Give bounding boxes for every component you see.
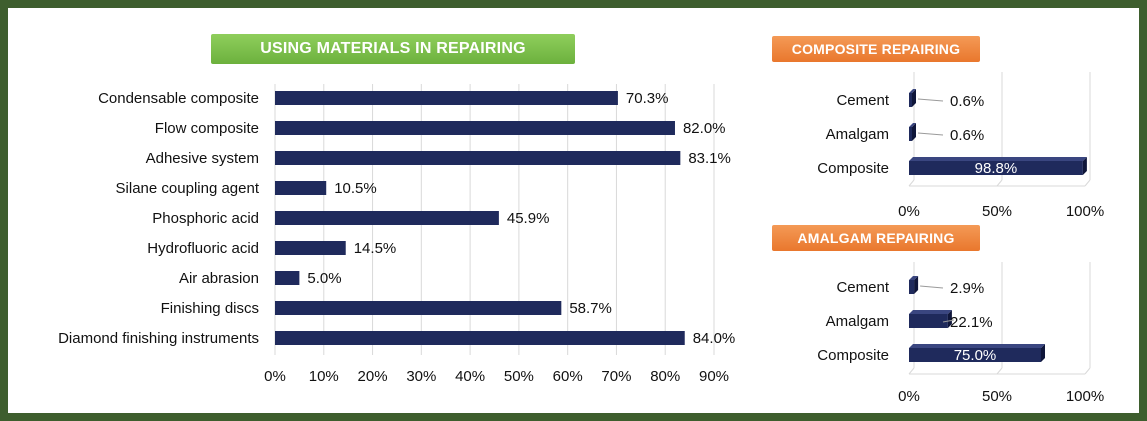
amalgam-data-label: 22.1% [950, 314, 993, 331]
amalgam-gridline-depth [996, 367, 1003, 375]
composite-bar-top [909, 123, 916, 127]
composite-category-label: Cement [836, 92, 889, 109]
main-data-label: 84.0% [693, 330, 736, 347]
amalgam-data-label: 2.9% [950, 280, 984, 297]
composite-data-label: 0.6% [950, 127, 984, 144]
main-chart-title: USING MATERIALS IN REPAIRING [211, 34, 575, 64]
amalgam-leader-line [942, 319, 954, 323]
amalgam-bar-side [947, 310, 952, 328]
amalgam-leader-line [920, 285, 944, 289]
amalgam-bar-top [909, 310, 952, 314]
composite-bar-side [912, 123, 916, 141]
main-data-label: 83.1% [688, 150, 731, 167]
composite-bar [909, 93, 912, 107]
main-bar [275, 211, 499, 225]
main-bar [275, 121, 675, 135]
main-category-label: Diamond finishing instruments [58, 330, 259, 347]
chart-frame: USING MATERIALS IN REPAIRING COMPOSITE R… [8, 8, 1139, 413]
main-category-label: Air abrasion [179, 270, 259, 287]
amalgam-bar-top [909, 276, 919, 280]
composite-gridline-depth [908, 179, 915, 187]
composite-leader-line [917, 98, 944, 102]
amalgam-category-label: Amalgam [826, 313, 889, 330]
main-bar [275, 271, 300, 285]
composite-x-tick-label: 100% [1066, 203, 1104, 220]
composite-category-label: Composite [817, 160, 889, 177]
amalgam-gridline-depth [908, 367, 915, 375]
composite-x-tick-label: 0% [898, 203, 920, 220]
main-x-tick-label: 90% [699, 368, 729, 385]
main-category-label: Flow composite [155, 120, 259, 137]
composite-bar-side [1082, 157, 1087, 175]
composite-x-tick-label: 50% [982, 203, 1012, 220]
main-category-label: Condensable composite [98, 90, 259, 107]
composite-leader-line [917, 132, 944, 136]
amalgam-x-tick-label: 0% [898, 388, 920, 405]
amalgam-bar [909, 280, 915, 294]
main-x-tick-label: 60% [553, 368, 583, 385]
main-x-tick-label: 10% [309, 368, 339, 385]
main-bar [275, 151, 681, 165]
main-data-label: 45.9% [507, 210, 550, 227]
amalgam-bar-side [1041, 344, 1045, 362]
main-bar [275, 241, 346, 255]
composite-gridline-depth [1084, 179, 1091, 187]
main-data-label: 58.7% [569, 300, 612, 317]
main-data-label: 70.3% [626, 90, 669, 107]
main-category-label: Hydrofluoric acid [147, 240, 259, 257]
main-x-tick-label: 20% [358, 368, 388, 385]
main-x-tick-label: 50% [504, 368, 534, 385]
composite-category-label: Amalgam [826, 126, 889, 143]
amalgam-chart-title: AMALGAM REPAIRING [772, 225, 980, 251]
composite-bar [909, 127, 912, 141]
charts-canvas: 0% 10% 20% 30% 40% 50% 60% 70% 80% 90% Condensable… [58, 72, 1104, 405]
amalgam-category-label: Composite [817, 347, 889, 364]
amalgam-bar [909, 314, 948, 328]
composite-bar-side [912, 89, 916, 107]
main-data-label: 5.0% [307, 270, 341, 287]
main-category-label: Silane coupling agent [116, 180, 260, 197]
amalgam-category-label: Cement [836, 279, 889, 296]
composite-bar-top [909, 89, 916, 93]
amalgam-gridline-depth [1084, 367, 1091, 375]
composite-data-label: 98.8% [975, 160, 1018, 177]
composite-chart-title: COMPOSITE REPAIRING [772, 36, 980, 62]
amalgam-bar [909, 348, 1041, 362]
amalgam-bar-side [914, 276, 919, 294]
main-bar [275, 181, 327, 195]
composite-data-label: 0.6% [950, 93, 984, 110]
main-bar [275, 301, 562, 315]
main-x-tick-label: 0% [264, 368, 286, 385]
main-x-tick-label: 70% [601, 368, 631, 385]
composite-gridline-depth [996, 179, 1003, 187]
main-category-label: Finishing discs [161, 300, 259, 317]
amalgam-x-tick-label: 50% [982, 388, 1012, 405]
main-data-label: 10.5% [334, 180, 377, 197]
main-data-label: 14.5% [354, 240, 397, 257]
main-x-tick-label: 30% [406, 368, 436, 385]
main-category-label: Phosphoric acid [152, 210, 259, 227]
main-x-tick-label: 40% [455, 368, 485, 385]
composite-bar-top [909, 157, 1087, 161]
amalgam-data-label: 75.0% [954, 347, 997, 364]
composite-bar [909, 161, 1083, 175]
amalgam-bar-top [909, 344, 1045, 348]
main-data-label: 82.0% [683, 120, 726, 137]
main-bar [275, 91, 618, 105]
main-x-tick-label: 80% [650, 368, 680, 385]
amalgam-x-tick-label: 100% [1066, 388, 1104, 405]
main-category-label: Adhesive system [146, 150, 259, 167]
main-bar [275, 331, 685, 345]
